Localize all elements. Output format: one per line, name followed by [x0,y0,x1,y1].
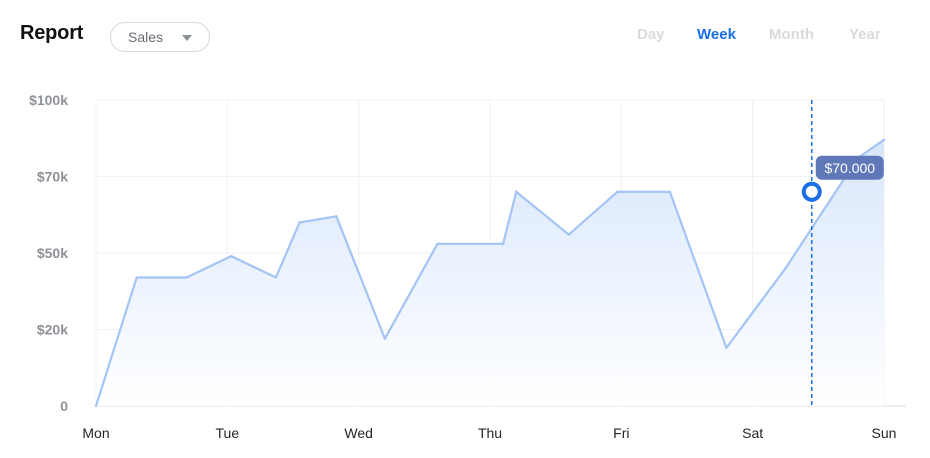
chevron-down-icon [182,35,192,41]
tooltip-box [815,155,884,180]
tooltip-value: $70.000 [824,160,875,176]
data-point [383,337,387,340]
series-line [94,138,885,407]
metric-dropdown[interactable]: Sales [110,22,210,52]
data-point [515,190,518,193]
data-point [668,190,672,193]
y-axis: 0 $20k $50k $70k $100k [29,92,68,414]
highlight-point [801,181,822,202]
data-point [230,254,233,258]
metric-dropdown-value: Sales [128,29,164,45]
x-tick-label: Thu [478,425,502,441]
tab-day[interactable]: Day [637,26,665,43]
data-point [725,346,728,350]
x-tick-label: Fri [613,425,629,441]
x-tick-label: Sat [742,425,763,441]
data-point [616,190,619,193]
data-point [882,138,886,141]
y-tick-label: $100k [29,92,68,108]
data-point [436,242,439,246]
series-layer [94,138,886,408]
data-point [298,221,301,224]
period-tabs: Day Week Month Year [600,26,900,50]
y-tick-label: $50k [37,245,68,261]
y-tick-label: 0 [60,398,68,414]
data-point [185,276,188,279]
x-tick-label: Mon [82,425,109,441]
data-point [135,276,138,279]
tab-month[interactable]: Month [769,26,814,43]
highlight-layer: $70.000 [801,100,884,406]
y-tick-label: $70k [37,169,68,185]
data-point [501,242,505,246]
data-point [784,267,787,270]
data-point [274,276,278,279]
x-tick-label: Tue [216,425,240,441]
data-point [94,404,98,408]
page-title: Report [20,22,84,44]
tab-year[interactable]: Year [849,26,881,43]
series-area [96,139,884,407]
tab-week[interactable]: Week [697,26,736,43]
data-point [335,215,338,218]
x-tick-label: Wed [344,425,373,441]
data-point [567,233,570,236]
y-tick-label: $20k [37,322,68,338]
x-tick-label: Sun [872,425,897,441]
x-axis: Mon Tue Wed Thu Fri Sat Sun [82,425,896,441]
